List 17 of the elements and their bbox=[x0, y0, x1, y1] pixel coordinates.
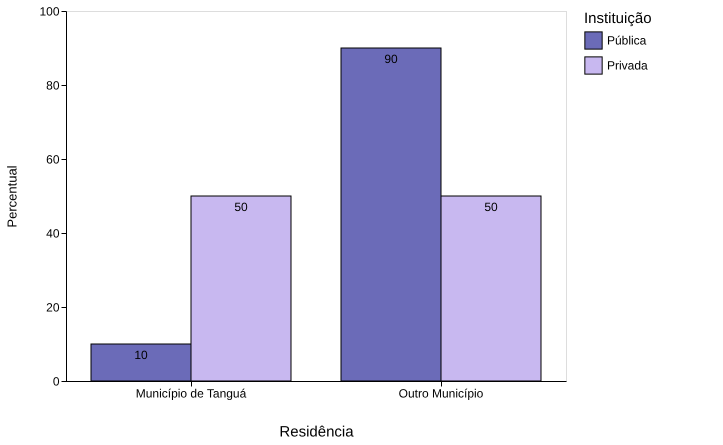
y-axis-title: Percentual bbox=[4, 165, 20, 228]
data-label: 50 bbox=[484, 200, 498, 214]
y-tick-label: 80 bbox=[46, 78, 60, 92]
y-tick-label: 100 bbox=[39, 4, 60, 18]
data-label: 10 bbox=[134, 348, 148, 362]
y-tick-label: 40 bbox=[46, 226, 60, 240]
x-tick-label: Outro Município bbox=[398, 386, 484, 400]
y-tick-label: 20 bbox=[46, 300, 60, 314]
data-label: 50 bbox=[234, 200, 248, 214]
y-tick-label: 60 bbox=[46, 152, 60, 166]
x-axis-title: Residência bbox=[279, 424, 354, 440]
y-tick-label: 0 bbox=[52, 374, 60, 388]
x-tick-label: Município de Tanguá bbox=[136, 386, 247, 400]
data-label: 90 bbox=[384, 52, 398, 66]
legend-title: Instituição bbox=[584, 10, 652, 27]
legend-label: Pública bbox=[607, 34, 647, 48]
legend-label: Privada bbox=[607, 58, 648, 72]
